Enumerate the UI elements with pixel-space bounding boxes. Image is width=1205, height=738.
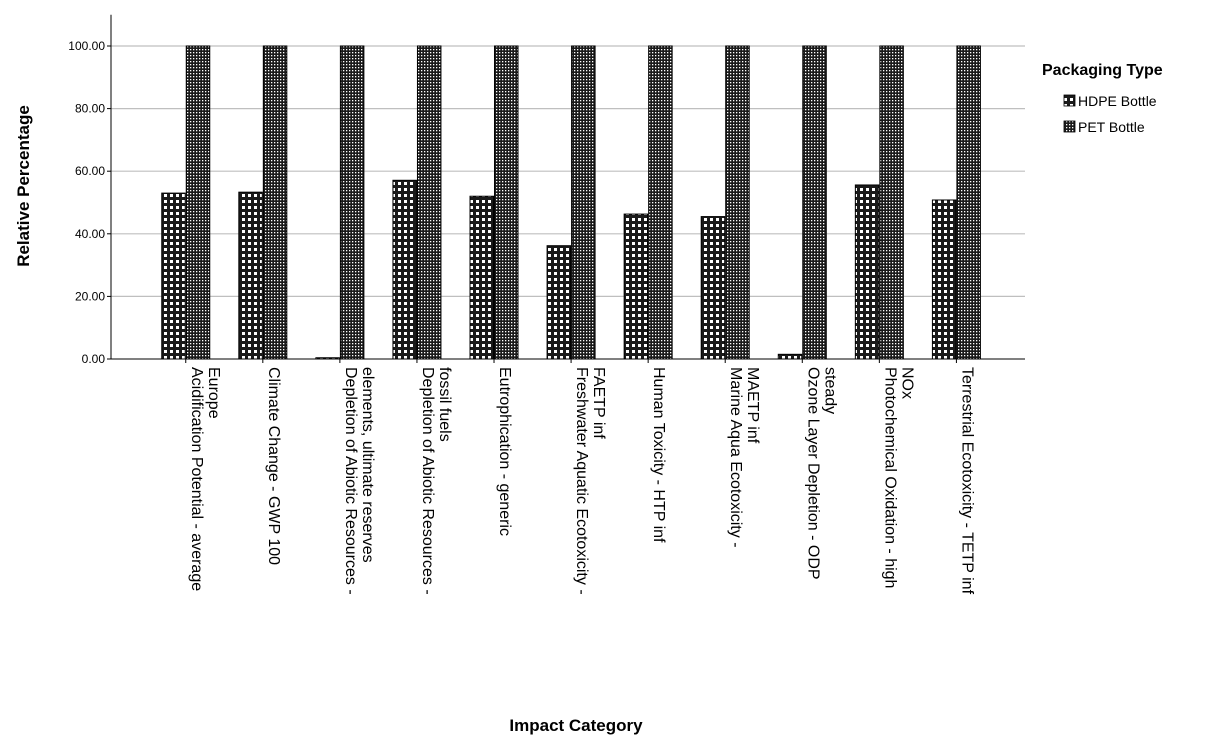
bar-hdpe [546,245,572,360]
bar-hdpe [931,199,957,360]
y-tick-label: 20.00 [75,289,105,303]
x-category-label: Photochemical Oxidation - highNOx [881,367,915,588]
x-category-label: Human Toxicity - HTP inf [650,367,667,543]
bar-pet [956,45,981,360]
x-category-label: Terrestrial Ecotoxicity - TETP inf [958,367,975,595]
axes [107,14,1025,363]
bars [161,45,981,360]
bar-hdpe [469,195,495,360]
y-tick-label: 80.00 [75,102,105,116]
legend-swatch-hdpe [1063,94,1076,107]
x-category-labels: Acidification Potential - averageEurope C… [188,367,976,595]
bar-pet [185,45,211,360]
y-tick-label: 60.00 [75,164,105,178]
bar-pet [802,45,827,360]
bar-hdpe [700,216,726,360]
legend-label-hdpe: HDPE Bottle [1078,93,1157,109]
bar-pet [571,45,596,360]
bar-pet [416,45,442,360]
y-tick-labels: 0.00 20.00 40.00 60.00 80.00 100.00 [68,39,105,366]
bar-hdpe [392,179,417,360]
bar-hdpe [854,184,880,360]
x-category-label: Freshwater Aquatic Ecotoxicity -FAETP in… [573,367,607,595]
bar-pet [339,45,365,360]
x-category-label: Depletion of Abiotic Resources -elements… [342,367,376,595]
y-tick-label: 0.00 [82,352,106,366]
bar-hdpe [623,213,649,360]
bar-pet [879,45,904,360]
bar-hdpe [238,191,263,360]
x-category-label: Eutrophication - generic [496,367,513,536]
bar-pet [494,45,519,360]
x-category-label: Climate Change - GWP 100 [265,367,282,565]
x-category-label: Depletion of Abiotic Resources -fossil f… [419,367,453,595]
legend-title: Packaging Type [1042,62,1163,79]
bar-hdpe [161,192,186,360]
x-axis-title: Impact Category [509,716,643,735]
y-tick-label: 100.00 [68,39,105,53]
bar-pet [648,45,673,360]
x-category-label: Ozone Layer Depletion - ODPsteady [804,367,838,580]
x-category-label: Acidification Potential - averageEurope [188,367,222,591]
x-category-label: Marine Aqua Ecotoxicity -MAETP inf [727,367,761,548]
y-tick-label: 40.00 [75,227,105,241]
y-axis-title: Relative Percentage [14,105,33,267]
bar-pet [262,45,288,360]
legend-swatch-pet [1063,120,1076,133]
legend: Packaging Type HDPE Bottle PET Bottle [1042,62,1163,135]
bar-pet [725,45,750,360]
legend-label-pet: PET Bottle [1078,119,1145,135]
bar-hdpe [777,353,803,360]
